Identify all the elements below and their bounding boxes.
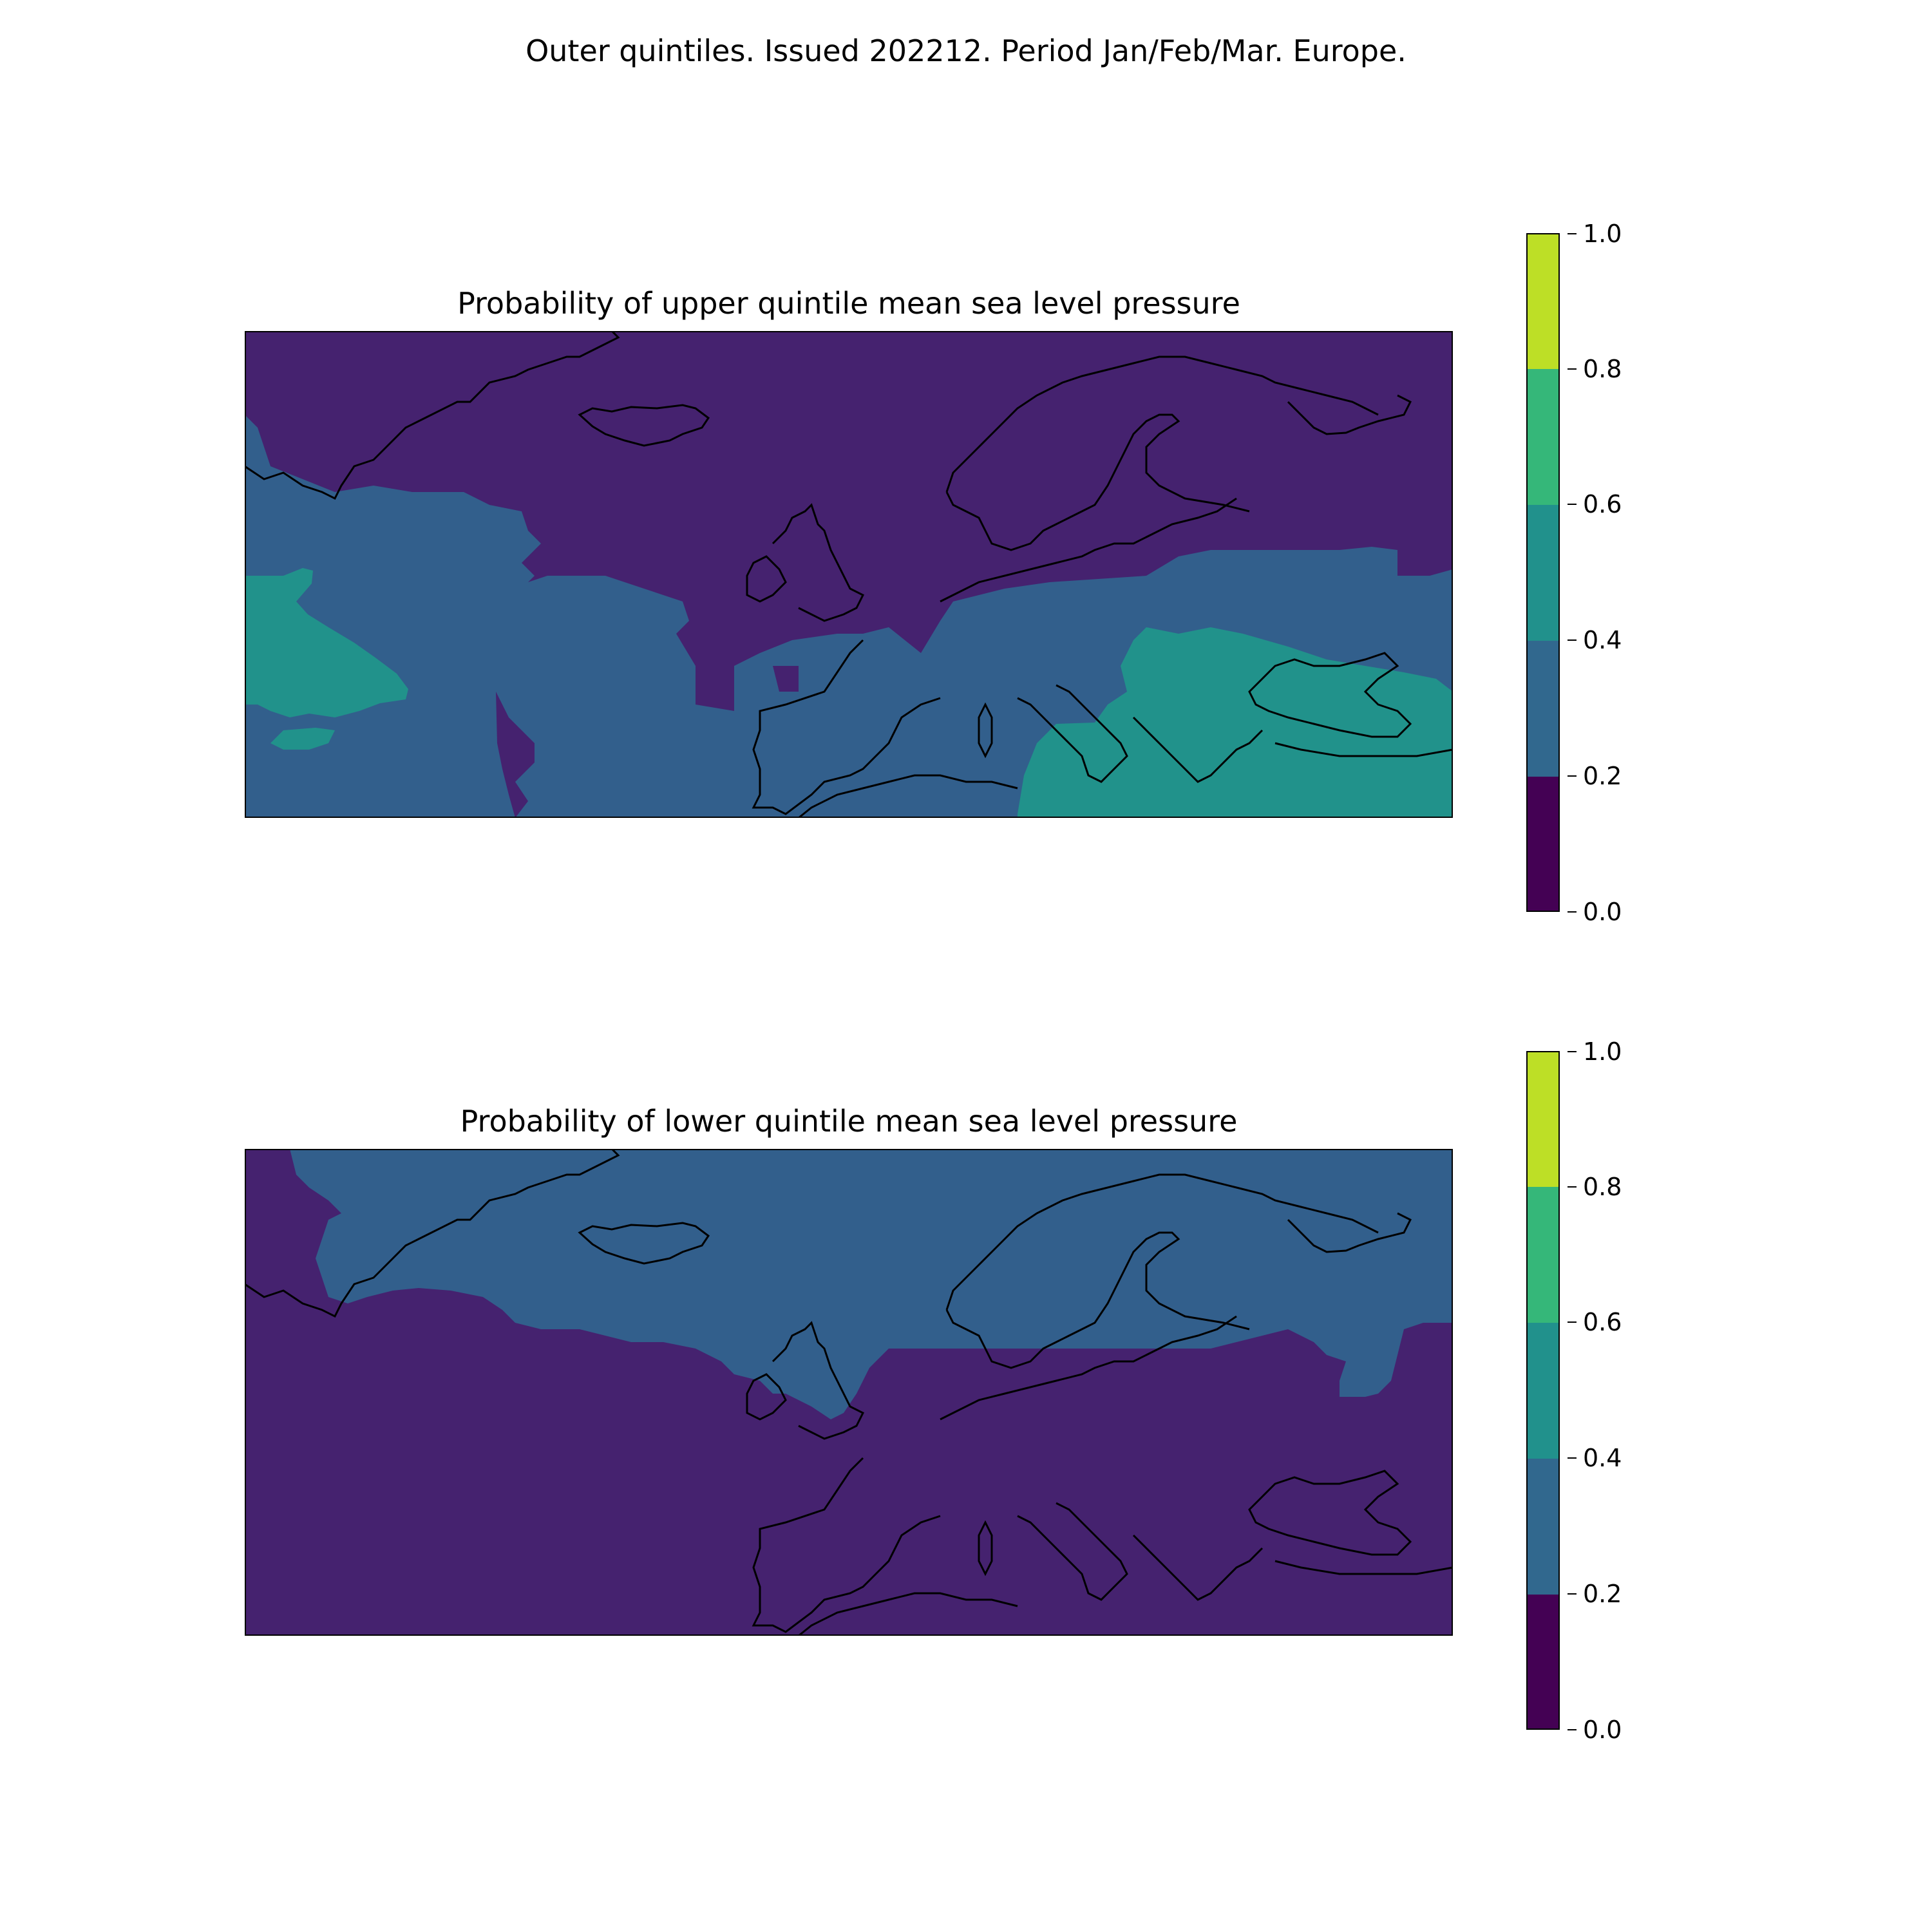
colorbar-lower-tick-label: 0.0 xyxy=(1583,1716,1622,1744)
region-northern-europe-and-greenland-sea xyxy=(290,1149,1453,1419)
coastlines-lower xyxy=(245,1149,1453,1636)
colorbar-lower-bin-4 xyxy=(1526,1051,1560,1187)
colorbar-upper-tick-label: 1.0 xyxy=(1583,220,1622,248)
map-upper xyxy=(245,331,1453,818)
colorbar-lower-tick-label: 0.6 xyxy=(1583,1308,1622,1336)
colorbar-lower-tick-label: 0.2 xyxy=(1583,1580,1622,1608)
colorbar-upper-tick-label: 0.8 xyxy=(1583,355,1622,383)
colorbar-lower-ticks: 0.0 0.2 0.4 0.6 0.8 1.0 xyxy=(1567,1037,1658,1744)
colorbar-upper-tick-label: 0.2 xyxy=(1583,762,1622,790)
colorbar-lower-bin-3 xyxy=(1526,1187,1560,1323)
colorbar-lower-tick-label: 1.0 xyxy=(1583,1037,1622,1066)
figure-suptitle: Outer quintiles. Issued 202212. Period J… xyxy=(526,33,1406,68)
colorbar-lower-tick-label: 0.8 xyxy=(1583,1173,1622,1201)
colorbar-lower-tick-label: 0.4 xyxy=(1583,1444,1622,1472)
region-central-atlantic-patch xyxy=(245,568,408,717)
colorbar-upper xyxy=(1526,233,1560,912)
colorbar-upper-ticks: 0.0 0.2 0.4 0.6 0.8 1.0 xyxy=(1567,220,1658,926)
region-eastern-europe-balkans-black-sea xyxy=(1018,627,1453,818)
colorbar-upper-tick-label: 0.6 xyxy=(1583,490,1622,518)
colorbar-upper-tick-label: 0.4 xyxy=(1583,626,1622,654)
colorbar-lower xyxy=(1526,1051,1560,1730)
colorbar-lower-bin-2 xyxy=(1526,1323,1560,1459)
map-lower xyxy=(245,1149,1453,1636)
colorbar-lower-bin-0 xyxy=(1526,1595,1560,1730)
region-coastal-low-pocket xyxy=(773,666,799,692)
colorbar-upper-bin-2 xyxy=(1526,505,1560,641)
coastlines-upper xyxy=(245,331,1453,818)
colorbar-upper-bin-4 xyxy=(1526,233,1560,369)
colorbar-upper-bin-3 xyxy=(1526,369,1560,505)
region-central-atlantic-patch-small xyxy=(270,728,335,750)
panel-upper-title: Probability of upper quintile mean sea l… xyxy=(457,286,1240,321)
colorbar-lower-bin-1 xyxy=(1526,1459,1560,1595)
region-subtropical-low-pocket xyxy=(496,692,535,818)
colorbar-upper-tick-label: 0.0 xyxy=(1583,898,1622,926)
colorbar-upper-bin-0 xyxy=(1526,777,1560,912)
colorbar-upper-bin-1 xyxy=(1526,641,1560,777)
panel-lower-title: Probability of lower quintile mean sea l… xyxy=(460,1104,1238,1139)
